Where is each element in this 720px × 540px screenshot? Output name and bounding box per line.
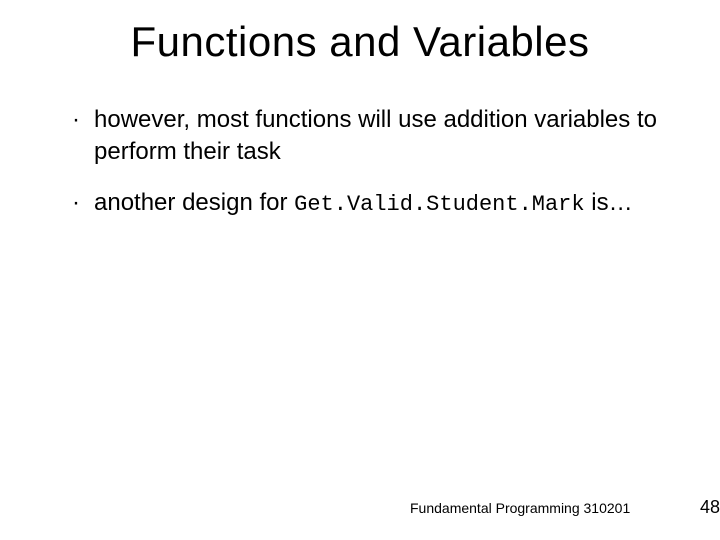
bullet-marker-icon: ·: [72, 187, 94, 219]
bullet-text-after: is…: [585, 189, 633, 216]
bullet-text: another design for Get.Valid.Student.Mar…: [94, 187, 672, 220]
bullet-item: · another design for Get.Valid.Student.M…: [72, 187, 672, 220]
bullet-marker-icon: ·: [72, 104, 94, 136]
bullet-item: · however, most functions will use addit…: [72, 104, 672, 169]
bullet-text: however, most functions will use additio…: [94, 104, 672, 169]
bullet-code: Get.Valid.Student.Mark: [294, 192, 584, 217]
footer-text: Fundamental Programming 310201: [410, 500, 630, 516]
slide-title: Functions and Variables: [0, 18, 720, 66]
bullet-text-before: however, most functions will use additio…: [94, 106, 657, 165]
slide: Functions and Variables · however, most …: [0, 0, 720, 540]
bullet-text-before: another design for: [94, 189, 294, 216]
bullet-list: · however, most functions will use addit…: [72, 104, 672, 238]
page-number: 48: [700, 497, 720, 518]
